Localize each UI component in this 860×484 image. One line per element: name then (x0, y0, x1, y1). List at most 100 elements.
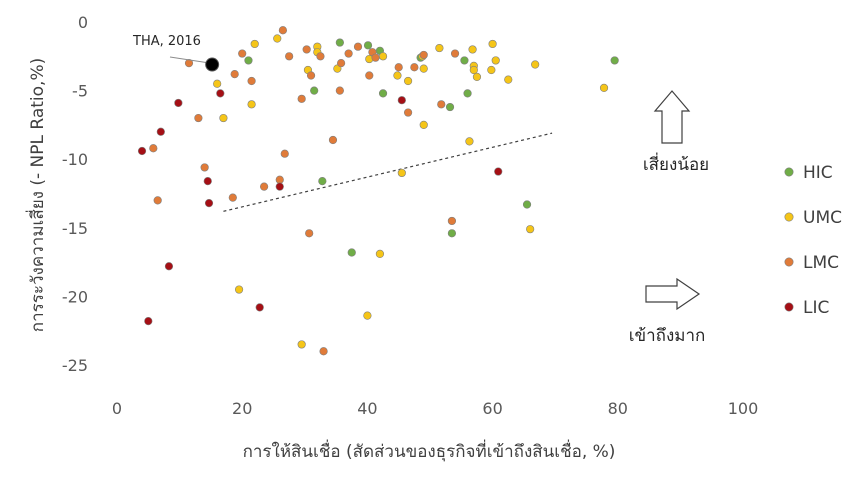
point-lmc (184, 59, 194, 68)
point-umc (468, 45, 477, 54)
data-points (137, 26, 619, 356)
up-arrow-icon (653, 90, 691, 144)
point-umc (488, 39, 497, 49)
point-lic (144, 316, 153, 326)
point-lmc (335, 86, 344, 95)
point-lic (397, 96, 406, 105)
legend-marker-lmc (784, 257, 794, 267)
point-hic (310, 86, 319, 95)
point-lmc (353, 42, 363, 51)
point-lic (494, 167, 503, 176)
point-umc (599, 83, 609, 92)
point-lmc (194, 113, 203, 123)
point-lic (164, 262, 174, 271)
point-lmc (153, 196, 162, 205)
point-hic (610, 56, 619, 65)
y-tick-label: -5 (72, 82, 88, 101)
point-lmc (230, 70, 239, 79)
x-tick-label: 0 (112, 399, 122, 418)
point-lmc (450, 49, 460, 58)
point-umc (491, 56, 500, 65)
highlight-label: THA, 2016 (132, 34, 201, 49)
legend-label-umc: UMC (803, 208, 842, 228)
point-umc (397, 168, 406, 178)
point-umc (378, 52, 388, 61)
point-lmc (447, 216, 457, 226)
point-lic (174, 98, 183, 108)
point-umc (273, 34, 282, 43)
point-lmc (302, 45, 311, 54)
legend-label-hic: HIC (803, 163, 833, 183)
point-lmc (238, 49, 247, 58)
point-hic (363, 41, 373, 50)
point-umc (419, 64, 428, 73)
point-lmc (328, 135, 338, 145)
point-umc (375, 249, 385, 258)
point-umc (487, 65, 496, 75)
point-lmc (419, 50, 428, 60)
point-hic (522, 200, 532, 209)
legend-marker-hic (784, 167, 794, 177)
highlight-point-tha-2016 (205, 57, 220, 72)
y-tick-label: -25 (62, 356, 88, 375)
x-tick-label: 60 (482, 399, 502, 418)
point-hic (378, 89, 388, 98)
point-lmc (337, 59, 346, 68)
point-lic (203, 177, 212, 186)
point-lmc (285, 52, 294, 61)
legend: HIC UMC LMC LIC (784, 163, 842, 318)
point-umc (247, 100, 256, 109)
point-lic (204, 199, 214, 208)
y-axis-ticks: 0 -5 -10 -15 -20 -25 (62, 13, 88, 375)
point-lmc (149, 144, 158, 153)
point-hic (463, 89, 472, 98)
point-lmc (316, 52, 325, 61)
point-umc (393, 71, 402, 80)
point-lic (137, 146, 147, 156)
point-hic (244, 56, 253, 65)
point-lic (156, 127, 165, 136)
point-umc (504, 75, 513, 84)
point-umc (419, 120, 428, 129)
point-lmc (200, 163, 209, 172)
point-lmc (275, 175, 284, 184)
x-axis-title: การให้สินเชื่อ (สัดส่วนของธุรกิจที่เข้าถ… (243, 439, 616, 462)
point-hic (318, 177, 327, 186)
x-tick-label: 80 (608, 399, 628, 418)
point-lmc (394, 63, 403, 72)
point-lmc (305, 229, 314, 238)
point-lmc (371, 53, 380, 62)
point-umc (469, 65, 478, 75)
point-lmc (319, 347, 328, 356)
y-tick-label: -15 (62, 219, 88, 238)
point-umc (250, 39, 259, 49)
callout-leader-line (169, 56, 207, 64)
point-lic (275, 182, 284, 191)
point-lic (216, 89, 225, 98)
point-lmc (306, 71, 316, 80)
point-lmc (344, 49, 353, 58)
high-access-label: เข้าถึงมาก (629, 326, 706, 346)
point-lmc (365, 71, 374, 80)
point-umc (526, 225, 535, 234)
point-lmc (403, 108, 413, 117)
trendline (223, 132, 553, 212)
legend-label-lmc: LMC (803, 253, 839, 273)
point-umc (234, 285, 244, 294)
point-hic (335, 38, 344, 47)
point-umc (472, 72, 482, 81)
point-lmc (228, 193, 237, 202)
point-umc (219, 113, 228, 123)
point-umc (213, 79, 222, 88)
legend-marker-umc (784, 212, 794, 222)
point-umc (363, 311, 372, 320)
point-hic (460, 56, 469, 65)
point-umc (403, 76, 413, 86)
point-lmc (247, 76, 256, 86)
x-tick-label: 20 (232, 399, 252, 418)
point-lmc (437, 100, 446, 109)
point-hic (445, 102, 455, 112)
right-arrow-icon (645, 277, 701, 311)
point-umc (435, 43, 444, 53)
x-tick-label: 100 (728, 399, 759, 418)
